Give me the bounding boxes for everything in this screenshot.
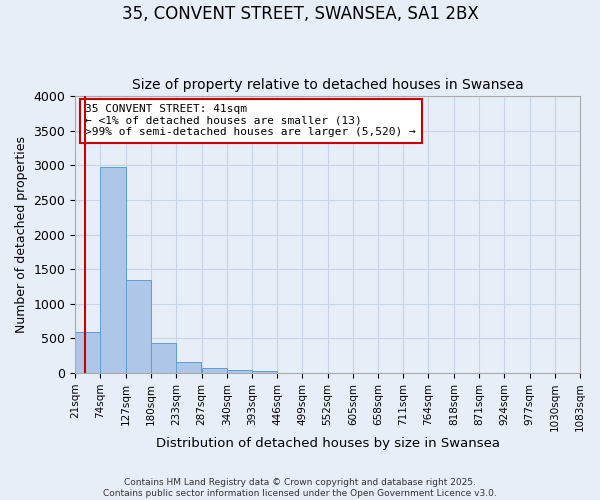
Bar <box>202 368 227 373</box>
Title: Size of property relative to detached houses in Swansea: Size of property relative to detached ho… <box>132 78 523 92</box>
Bar <box>75 332 100 373</box>
Bar <box>125 280 151 373</box>
Bar <box>100 168 125 373</box>
Text: Contains HM Land Registry data © Crown copyright and database right 2025.
Contai: Contains HM Land Registry data © Crown c… <box>103 478 497 498</box>
Bar <box>176 362 201 373</box>
Bar <box>252 370 277 373</box>
Text: 35, CONVENT STREET, SWANSEA, SA1 2BX: 35, CONVENT STREET, SWANSEA, SA1 2BX <box>122 5 478 23</box>
Y-axis label: Number of detached properties: Number of detached properties <box>15 136 28 333</box>
Bar <box>227 370 252 373</box>
Text: 35 CONVENT STREET: 41sqm
← <1% of detached houses are smaller (13)
>99% of semi-: 35 CONVENT STREET: 41sqm ← <1% of detach… <box>85 104 416 138</box>
X-axis label: Distribution of detached houses by size in Swansea: Distribution of detached houses by size … <box>155 437 500 450</box>
Bar <box>151 344 176 373</box>
